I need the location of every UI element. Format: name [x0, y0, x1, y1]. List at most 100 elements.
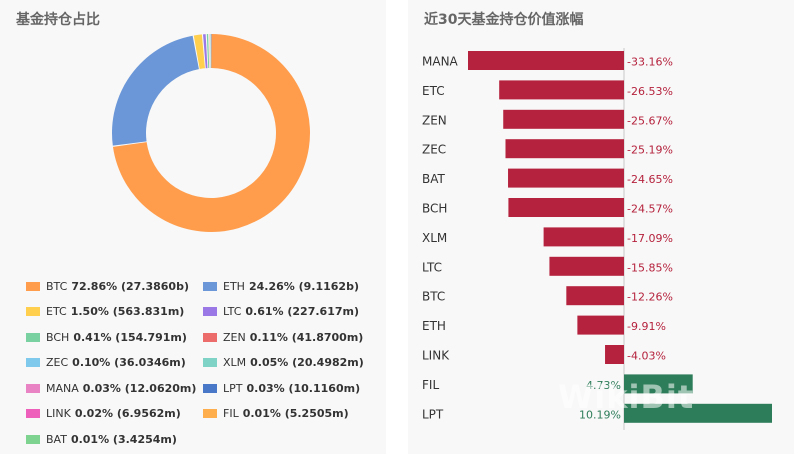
- legend-item-zec[interactable]: ZEC 0.10% (36.0346m): [26, 353, 186, 373]
- holdings-donut-chart: [0, 0, 386, 270]
- data-label: -24.65%: [627, 173, 673, 186]
- data-label: -9.91%: [627, 320, 666, 333]
- legend-item-eth[interactable]: ETH 24.26% (9.1162b): [203, 276, 359, 296]
- bar-ltc[interactable]: [549, 257, 624, 276]
- legend-swatch: [26, 384, 40, 393]
- data-label: -15.85%: [627, 261, 673, 274]
- legend-value: 0.03% (10.1160m): [246, 382, 360, 395]
- legend-row: ZEC 0.10% (36.0346m) XLM 0.05% (20.4982m): [26, 353, 386, 379]
- bar-bch[interactable]: [508, 198, 624, 217]
- legend-item-lpt[interactable]: LPT 0.03% (10.1160m): [203, 378, 360, 398]
- category-label: BTC: [422, 290, 445, 304]
- legend-item-zen[interactable]: ZEN 0.11% (41.8700m): [203, 327, 363, 347]
- data-label: -33.16%: [627, 56, 673, 69]
- legend-value: 24.26% (9.1162b): [249, 280, 359, 293]
- legend-symbol: LTC: [223, 305, 241, 318]
- bar-zen[interactable]: [503, 110, 624, 129]
- legend-symbol: FIL: [223, 407, 239, 420]
- legend-symbol: ETC: [46, 305, 67, 318]
- data-label: -12.26%: [627, 291, 673, 304]
- legend-swatch: [26, 333, 40, 342]
- data-label: -17.09%: [627, 232, 673, 245]
- legend-row: ETC 1.50% (563.831m) LTC 0.61% (227.617m): [26, 302, 386, 328]
- legend-swatch: [203, 384, 217, 393]
- legend-swatch: [203, 307, 217, 316]
- legend-item-bat[interactable]: BAT 0.01% (3.4254m): [26, 430, 177, 450]
- category-label: ZEC: [422, 143, 446, 157]
- category-label: LINK: [422, 349, 450, 363]
- donut-slice-eth[interactable]: [112, 36, 199, 146]
- legend-item-xlm[interactable]: XLM 0.05% (20.4982m): [203, 353, 364, 373]
- legend-item-fil[interactable]: FIL 0.01% (5.2505m): [203, 404, 349, 424]
- legend-value: 0.11% (41.8700m): [250, 331, 364, 344]
- data-label: -26.53%: [627, 85, 673, 98]
- legend-value: 0.02% (6.9562m): [75, 407, 181, 420]
- legend-item-btc[interactable]: BTC 72.86% (27.3860b): [26, 276, 189, 296]
- legend-value: 0.01% (3.4254m): [71, 433, 177, 446]
- legend-symbol: ETH: [223, 280, 245, 293]
- legend-swatch: [26, 307, 40, 316]
- category-label: ZEN: [422, 113, 447, 127]
- bar-bat[interactable]: [508, 169, 624, 188]
- legend-symbol: ZEN: [223, 331, 246, 344]
- legend-symbol: LINK: [46, 407, 71, 420]
- data-label: -25.19%: [627, 144, 673, 157]
- legend-item-ltc[interactable]: LTC 0.61% (227.617m): [203, 302, 359, 322]
- legend-value: 0.01% (5.2505m): [243, 407, 349, 420]
- bar-link[interactable]: [605, 345, 624, 364]
- legend-swatch: [203, 282, 217, 291]
- category-label: BAT: [422, 172, 446, 186]
- legend-symbol: LPT: [223, 382, 242, 395]
- category-label: ETH: [422, 319, 446, 333]
- category-label: LTC: [422, 260, 442, 274]
- legend-item-etc[interactable]: ETC 1.50% (563.831m): [26, 302, 184, 322]
- bar-etc[interactable]: [499, 80, 624, 99]
- bar-zec[interactable]: [505, 139, 624, 158]
- legend-value: 0.05% (20.4982m): [250, 356, 364, 369]
- legend-symbol: ZEC: [46, 356, 68, 369]
- legend-row: LINK 0.02% (6.9562m) FIL 0.01% (5.2505m): [26, 404, 386, 430]
- legend-row: BCH 0.41% (154.791m) ZEN 0.11% (41.8700m): [26, 327, 386, 353]
- watermark-logo: WikiBit: [558, 378, 694, 416]
- legend-swatch: [26, 435, 40, 444]
- legend-swatch: [26, 358, 40, 367]
- data-label: -25.67%: [627, 114, 673, 127]
- legend-symbol: BAT: [46, 433, 67, 446]
- legend-symbol: BCH: [46, 331, 69, 344]
- legend-value: 0.61% (227.617m): [245, 305, 359, 318]
- category-label: BCH: [422, 202, 447, 216]
- legend-row: MANA 0.03% (12.0620m) LPT 0.03% (10.1160m): [26, 378, 386, 404]
- legend-swatch: [26, 409, 40, 418]
- legend-symbol: XLM: [223, 356, 246, 369]
- legend-symbol: BTC: [46, 280, 67, 293]
- bar-xlm[interactable]: [544, 227, 624, 246]
- legend-row: BTC 72.86% (27.3860b) ETH 24.26% (9.1162b): [26, 276, 386, 302]
- legend-value: 72.86% (27.3860b): [71, 280, 189, 293]
- data-label: -24.57%: [627, 203, 673, 216]
- category-label: ETC: [422, 84, 445, 98]
- bar-mana[interactable]: [468, 51, 624, 70]
- legend-swatch: [203, 333, 217, 342]
- category-label: LPT: [422, 407, 444, 421]
- legend-value: 0.41% (154.791m): [73, 331, 187, 344]
- legend-swatch: [26, 282, 40, 291]
- legend-value: 0.10% (36.0346m): [72, 356, 186, 369]
- bar-btc[interactable]: [566, 286, 624, 305]
- legend-item-link[interactable]: LINK 0.02% (6.9562m): [26, 404, 181, 424]
- category-label: MANA: [422, 55, 459, 69]
- data-label: -4.03%: [627, 350, 666, 363]
- donut-slice-zen[interactable]: [209, 34, 210, 68]
- legend-swatch: [203, 409, 217, 418]
- legend-value: 0.03% (12.0620m): [83, 382, 197, 395]
- bar-eth[interactable]: [577, 316, 624, 335]
- legend-symbol: MANA: [46, 382, 79, 395]
- legend-value: 1.50% (563.831m): [71, 305, 185, 318]
- legend-row: BAT 0.01% (3.4254m): [26, 430, 386, 455]
- category-label: XLM: [422, 231, 447, 245]
- category-label: FIL: [422, 378, 439, 392]
- legend-swatch: [203, 358, 217, 367]
- legend-item-mana[interactable]: MANA 0.03% (12.0620m): [26, 378, 196, 398]
- legend-item-bch[interactable]: BCH 0.41% (154.791m): [26, 327, 187, 347]
